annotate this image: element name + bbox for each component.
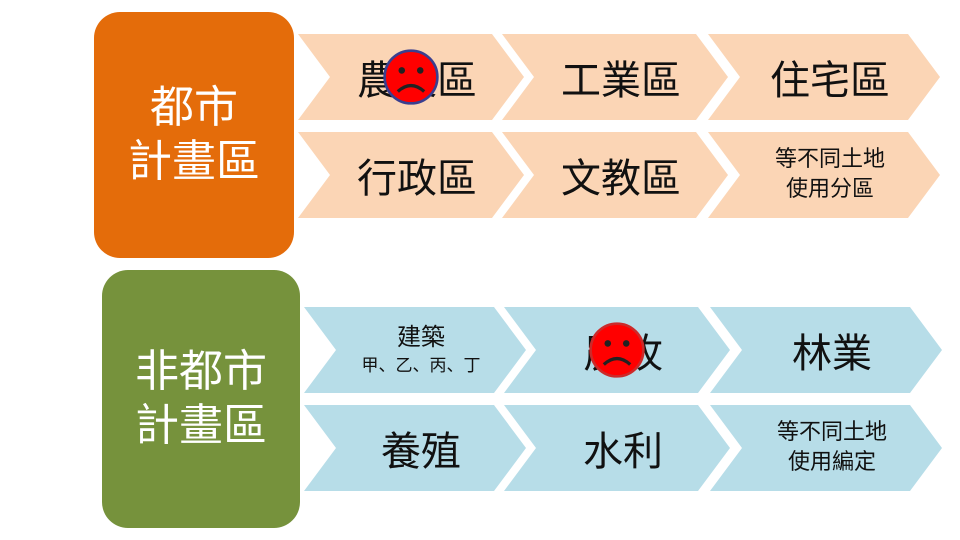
chevron-label-line1: 等不同土地 [776, 420, 887, 445]
urban-chevron-industrial-zone: 工業區 [502, 34, 728, 120]
urban-chevron-other-zones: 等不同土地 使用分區 [708, 132, 940, 218]
nonurban-chevron-aquaculture: 養殖 [304, 405, 526, 491]
chevron-label-line2: 使用編定 [787, 450, 876, 475]
chevron-label: 住宅區 [770, 58, 890, 104]
chevron-label-line2: 甲、乙、丙、丁 [361, 356, 481, 376]
chevron-label: 工業區 [561, 58, 681, 104]
chevron-label-line1: 建築 [397, 323, 445, 351]
urban-title-line2: 計畫區 [128, 136, 260, 187]
chevron-label: 林業 [792, 331, 872, 377]
sad-face-icon [383, 49, 439, 105]
nonurban-title-line1: 非都市 [135, 346, 267, 397]
chevron-label-line1: 等不同土地 [774, 147, 885, 172]
nonurban-chevron-building: 建築 甲、乙、丙、丁 [304, 307, 526, 393]
nonurban-chevron-other-designations: 等不同土地 使用編定 [710, 405, 942, 491]
urban-planning-area-box: 都市 計畫區 [94, 12, 294, 258]
chevron-label: 水利 [583, 429, 663, 475]
urban-chevron-residential-zone: 住宅區 [708, 34, 940, 120]
chevron-label: 文教區 [561, 156, 681, 202]
nonurban-planning-area-box: 非都市 計畫區 [102, 270, 300, 528]
urban-chevron-education-zone: 文教區 [502, 132, 728, 218]
nonurban-chevron-forestry: 林業 [710, 307, 942, 393]
urban-chevron-agricultural-zone: 農業區 [298, 34, 524, 120]
urban-title-line1: 都市 [150, 82, 238, 133]
nonurban-chevron-water-conservancy: 水利 [504, 405, 730, 491]
sad-face-icon [589, 322, 645, 378]
chevron-label-line2: 使用分區 [785, 177, 874, 202]
urban-chevron-administrative-zone: 行政區 [298, 132, 524, 218]
chevron-label: 行政區 [357, 156, 477, 202]
chevron-label: 養殖 [381, 429, 461, 475]
nonurban-title-line2: 計畫區 [135, 400, 267, 451]
nonurban-chevron-agriculture-husbandry: 農牧 [504, 307, 730, 393]
